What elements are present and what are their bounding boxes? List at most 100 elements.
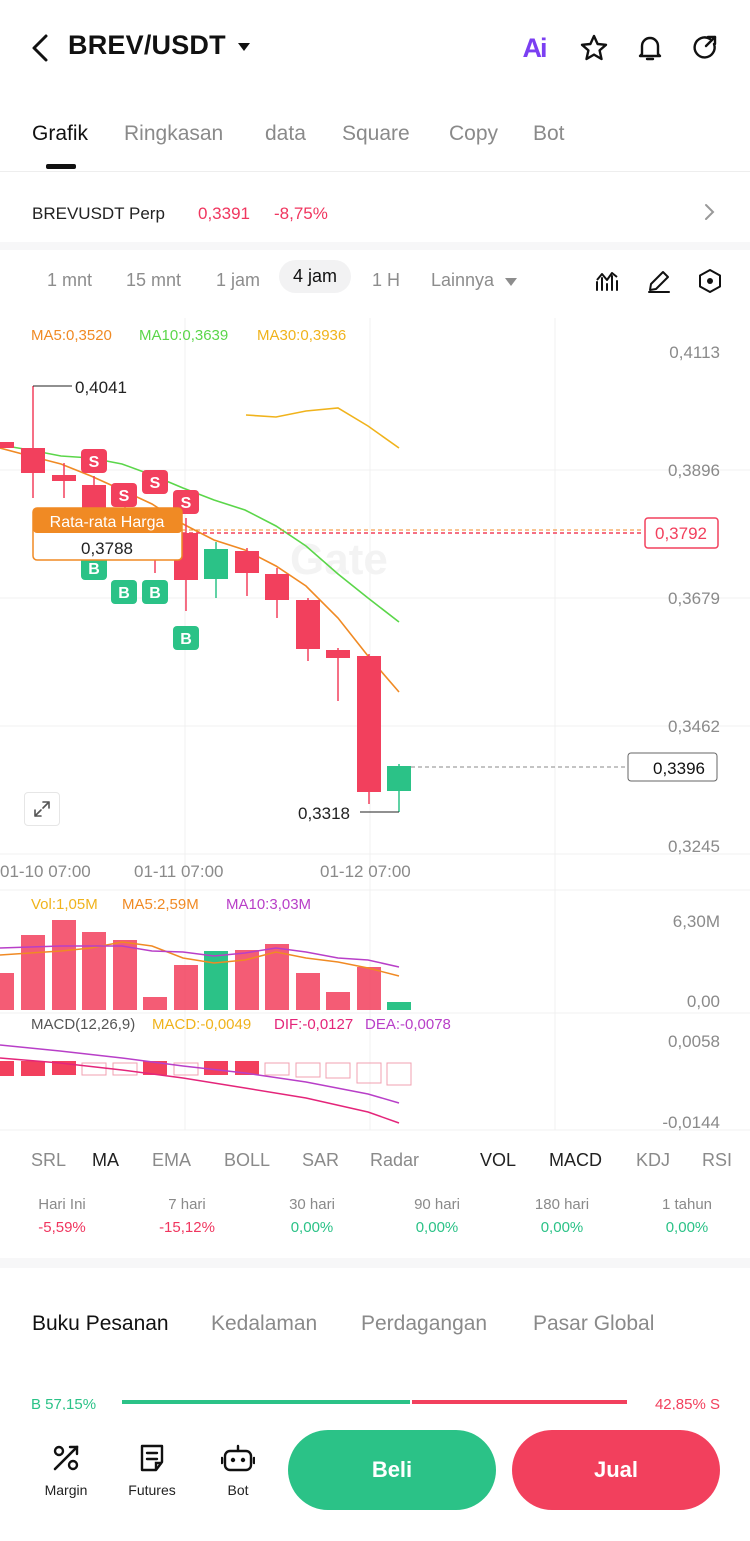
- interval-selector: 1 mnt 15 mnt 1 jam 4 jam 1 H Lainnya: [0, 255, 750, 307]
- section-divider: [0, 1258, 750, 1268]
- kline-chart[interactable]: Gate: [0, 318, 750, 1138]
- price-axis-label: 0,3462: [668, 717, 720, 736]
- candle: [21, 448, 45, 473]
- share-icon[interactable]: [686, 28, 726, 68]
- nav-bot[interactable]: Bot: [198, 1440, 278, 1498]
- vol-label: Vol:1,05M: [31, 896, 98, 913]
- price-axis-label: 0,4113: [669, 343, 720, 362]
- tab-square[interactable]: Square: [342, 122, 410, 145]
- sell-marker-label: S: [119, 488, 130, 505]
- perp-price: 0,3391: [198, 204, 250, 223]
- ind-tab-ma[interactable]: MA: [92, 1150, 119, 1170]
- buy-marker: [81, 556, 107, 580]
- buy-marker: [142, 580, 168, 604]
- ind-tab-rsi[interactable]: RSI: [702, 1150, 732, 1170]
- ind-tab-radar[interactable]: Radar: [370, 1150, 420, 1170]
- draw-pencil-icon[interactable]: [646, 268, 672, 294]
- perp-name: BREVUSDT Perp: [32, 204, 165, 223]
- ind-tab-srl[interactable]: SRL: [31, 1150, 67, 1170]
- macd-dea: DEA:-0,0078: [365, 1016, 451, 1033]
- ind-tab-ema[interactable]: EMA: [152, 1150, 192, 1170]
- interval-1h[interactable]: 1 H: [372, 270, 401, 290]
- avg-price-tag: [644, 517, 719, 549]
- perp-contract-row[interactable]: BREVUSDT Perp 0,3391 -8,75%: [0, 190, 750, 240]
- perf-value: 0,00%: [290, 1219, 334, 1236]
- pair-title[interactable]: BREV/USDT: [68, 30, 226, 60]
- macd-title: MACD(12,26,9): [31, 1016, 136, 1033]
- macd-dif: DIF:-0,0127: [274, 1016, 354, 1033]
- vol-axis-top: 6,30M: [672, 912, 720, 931]
- low-label: 0,3318: [298, 804, 350, 823]
- sell-marker-label: S: [150, 475, 161, 492]
- vol-ma5-label: MA5:2,59M: [122, 896, 199, 913]
- perf-7d: 7 hari -15,12%: [127, 1196, 247, 1236]
- tab-copy[interactable]: Copy: [449, 122, 499, 145]
- time-axis-label: 01-11 07:00: [134, 862, 224, 881]
- sell-marker: [81, 449, 107, 473]
- tab-depth[interactable]: Kedalaman: [211, 1312, 318, 1335]
- interval-15mnt[interactable]: 15 mnt: [126, 270, 182, 290]
- perp-change: -8,75%: [274, 204, 328, 223]
- perf-value: -15,12%: [159, 1219, 215, 1236]
- chevron-right-icon: [705, 204, 715, 220]
- bell-icon[interactable]: [630, 28, 670, 68]
- ind-tab-macd[interactable]: MACD: [549, 1150, 602, 1170]
- price-axis-label: 0,3679: [668, 589, 720, 608]
- buy-sell-ratio: B 57,15% 42,85% S: [0, 1392, 750, 1410]
- avg-price-value: 0,3788: [81, 539, 133, 558]
- ind-tab-kdj[interactable]: KDJ: [636, 1150, 671, 1170]
- candle: [204, 549, 228, 579]
- sell-marker-label: S: [89, 454, 100, 471]
- vol-ma10-line: [0, 945, 400, 968]
- buy-marker: [173, 626, 199, 650]
- back-arrow-icon[interactable]: [26, 30, 56, 66]
- ai-assistant-icon[interactable]: Ai: [514, 28, 554, 68]
- candle: [235, 551, 259, 573]
- interval-1mnt[interactable]: 1 mnt: [47, 270, 93, 290]
- ind-tab-vol[interactable]: VOL: [480, 1150, 517, 1170]
- perf-value: 0,00%: [540, 1219, 584, 1236]
- nav-margin[interactable]: Margin: [26, 1440, 106, 1498]
- interval-more-label: Lainnya: [431, 270, 495, 290]
- perf-value: -5,59%: [38, 1219, 86, 1236]
- star-icon[interactable]: [574, 28, 614, 68]
- nav-futures[interactable]: Futures: [112, 1440, 192, 1498]
- sell-button[interactable]: Jual: [512, 1430, 720, 1510]
- interval-more[interactable]: Lainnya: [431, 270, 518, 291]
- main-tabs: Grafik Ringkasan data Square Copy Bot: [0, 100, 750, 172]
- buy-marker: [111, 580, 137, 604]
- macd-value: MACD:-0,0049: [152, 1016, 252, 1033]
- tab-data[interactable]: data: [265, 122, 306, 145]
- tab-global-market[interactable]: Pasar Global: [533, 1312, 655, 1335]
- futures-icon: [112, 1440, 192, 1476]
- caret-down-icon[interactable]: [237, 42, 251, 52]
- indicator-chart-icon[interactable]: [594, 268, 620, 294]
- perf-30d: 30 hari 0,00%: [252, 1196, 372, 1236]
- expand-icon[interactable]: [24, 792, 60, 826]
- buy-button[interactable]: Beli: [288, 1430, 496, 1510]
- perf-90d: 90 hari 0,00%: [377, 1196, 497, 1236]
- buy-marker-label: B: [88, 561, 100, 578]
- avg-price-popup-header: [33, 508, 182, 533]
- interval-4jam[interactable]: 4 jam: [279, 260, 352, 293]
- buy-marker-label: B: [118, 585, 130, 602]
- bottom-action-bar: Margin Futures Bot Beli Jual: [0, 1410, 750, 1541]
- time-axis-label: 01-12 07:00: [320, 862, 411, 881]
- avg-price-title: Rata-rata Harga: [50, 514, 165, 531]
- ma5-label: MA5:0,3520: [31, 327, 112, 344]
- sell-marker-label: S: [181, 495, 192, 512]
- perf-value: 0,00%: [415, 1219, 459, 1236]
- tab-trades[interactable]: Perdagangan: [361, 1312, 488, 1335]
- ind-tab-boll[interactable]: BOLL: [224, 1150, 271, 1170]
- indicator-tabs: SRL MA EMA BOLL SAR Radar VOL MACD KDJ R…: [0, 1140, 750, 1184]
- settings-hex-icon[interactable]: [697, 268, 723, 294]
- ma30-line: [245, 407, 400, 449]
- interval-1jam[interactable]: 1 jam: [216, 270, 261, 290]
- tab-bot[interactable]: Bot: [533, 122, 565, 145]
- perf-1y: 1 tahun 0,00%: [627, 1196, 747, 1236]
- tab-grafik[interactable]: Grafik: [32, 122, 89, 145]
- tab-ringkasan[interactable]: Ringkasan: [124, 122, 224, 145]
- tab-order-book[interactable]: Buku Pesanan: [32, 1312, 169, 1335]
- price-axis-label: 0,3245: [668, 837, 720, 856]
- ind-tab-sar[interactable]: SAR: [302, 1150, 340, 1170]
